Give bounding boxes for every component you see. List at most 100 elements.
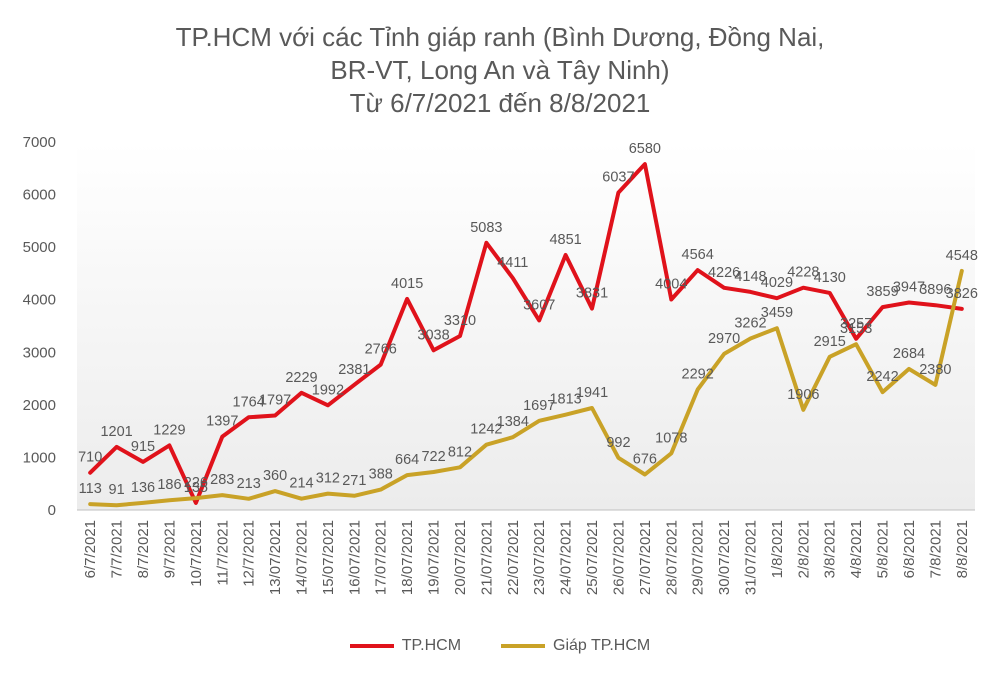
data-label: 1397 — [206, 414, 238, 430]
y-tick-label: 5000 — [23, 239, 56, 256]
x-tick-label: 8/7/2021 — [135, 520, 152, 578]
data-label: 91 — [109, 482, 125, 498]
data-label: 5083 — [470, 220, 502, 236]
data-label: 3038 — [417, 327, 449, 343]
data-label: 6580 — [629, 141, 661, 157]
data-label: 1813 — [549, 392, 581, 408]
data-label: 283 — [210, 472, 234, 488]
data-label: 4015 — [391, 276, 423, 292]
data-label: 1941 — [576, 385, 608, 401]
plot-area — [77, 142, 975, 510]
x-tick-label: 20/07/2021 — [452, 520, 469, 595]
data-label: 271 — [342, 473, 366, 489]
x-tick-label: 18/07/2021 — [399, 520, 416, 595]
x-tick-label: 29/07/2021 — [690, 520, 707, 595]
data-label: 2970 — [708, 331, 740, 347]
data-label: 2915 — [814, 334, 846, 350]
data-label: 4564 — [682, 247, 714, 263]
x-tick-label: 24/07/2021 — [558, 520, 575, 595]
data-label: 3607 — [523, 297, 555, 313]
x-tick-label: 16/07/2021 — [346, 520, 363, 595]
y-tick-label: 7000 — [23, 134, 56, 151]
data-label: 388 — [369, 467, 393, 483]
x-tick-label: 31/07/2021 — [743, 520, 760, 595]
x-tick-label: 8/8/2021 — [954, 520, 971, 578]
data-label: 992 — [606, 435, 630, 451]
data-label: 1229 — [153, 422, 185, 438]
series-line-0 — [88, 162, 964, 505]
data-label: 915 — [131, 439, 155, 455]
x-tick-label: 1/8/2021 — [769, 520, 786, 578]
data-label: 664 — [395, 452, 419, 468]
data-label: 2684 — [893, 346, 925, 362]
data-label: 4851 — [549, 232, 581, 248]
chart-title-line-1: TP.HCM với các Tỉnh giáp ranh (Bình Dươn… — [175, 22, 825, 52]
data-label: 1764 — [233, 394, 265, 410]
y-tick-label: 4000 — [23, 292, 56, 309]
data-label: 812 — [448, 444, 472, 460]
data-label: 2766 — [365, 342, 397, 358]
data-label: 4029 — [761, 275, 793, 291]
legend-swatch-giap-tphcm — [501, 644, 546, 648]
data-label: 3262 — [734, 316, 766, 332]
data-label: 113 — [79, 481, 102, 497]
data-label: 1906 — [787, 387, 819, 403]
x-tick-label: 9/7/2021 — [161, 520, 178, 578]
data-label: 1992 — [312, 382, 344, 398]
data-label: 3896 — [919, 282, 951, 298]
x-tick-label: 15/07/2021 — [320, 520, 337, 595]
x-tick-label: 7/7/2021 — [109, 520, 126, 578]
legend-item-tphcm: TP.HCM — [349, 637, 462, 655]
x-tick-label: 6/8/2021 — [901, 520, 918, 578]
legend-swatch-tphcm — [349, 644, 394, 648]
data-label: 3153 — [840, 321, 872, 337]
series-lines — [88, 162, 964, 508]
x-tick-label: 30/07/2021 — [716, 520, 733, 595]
x-tick-label: 28/07/2021 — [663, 520, 680, 595]
data-label: 2229 — [285, 370, 317, 386]
data-label: 312 — [316, 471, 340, 487]
data-label: 1797 — [259, 393, 291, 409]
x-tick-label: 23/07/2021 — [531, 520, 548, 595]
data-label: 214 — [289, 476, 313, 492]
data-label: 4130 — [814, 270, 846, 286]
data-label: 6037 — [602, 170, 634, 186]
x-tick-label: 13/07/2021 — [267, 520, 284, 595]
data-label: 2381 — [338, 362, 370, 378]
x-tick-label: 6/7/2021 — [82, 520, 99, 578]
data-label: 710 — [78, 450, 102, 466]
x-tick-label: 2/8/2021 — [795, 520, 812, 578]
data-label: 360 — [263, 468, 287, 484]
y-tick-label: 2000 — [23, 397, 56, 414]
legend-label-giap-tphcm: Giáp TP.HCM — [553, 637, 651, 654]
data-label: 213 — [237, 476, 261, 492]
x-tick-label: 26/07/2021 — [610, 520, 627, 595]
data-label: 4228 — [787, 265, 819, 281]
x-tick-label: 12/7/2021 — [241, 520, 258, 587]
data-label: 1697 — [523, 398, 555, 414]
x-tick-label: 22/07/2021 — [505, 520, 522, 595]
x-tick-label: 7/8/2021 — [927, 520, 944, 578]
legend-label-tphcm: TP.HCM — [401, 637, 462, 654]
data-label: 3257 — [840, 316, 872, 332]
data-label: 2380 — [919, 362, 951, 378]
data-label: 1078 — [655, 430, 687, 446]
data-label: 3310 — [444, 313, 476, 329]
data-label: 136 — [131, 480, 155, 496]
data-label: 722 — [421, 449, 445, 465]
data-label: 1242 — [470, 422, 502, 438]
series-line-1 — [88, 268, 964, 508]
x-tick-label: 14/07/2021 — [294, 520, 311, 595]
data-label: 4548 — [946, 248, 978, 264]
x-tick-label: 19/07/2021 — [426, 520, 443, 595]
x-tick-label: 3/8/2021 — [822, 520, 839, 578]
x-tick-label: 10/7/2021 — [188, 520, 205, 587]
y-tick-label: 1000 — [23, 449, 56, 466]
legend-item-giap-tphcm: Giáp TP.HCM — [501, 637, 650, 655]
x-tick-label: 25/07/2021 — [584, 520, 601, 595]
data-label: 3826 — [946, 286, 978, 302]
x-tick-label: 17/07/2021 — [373, 520, 390, 595]
data-label: 676 — [633, 451, 657, 467]
